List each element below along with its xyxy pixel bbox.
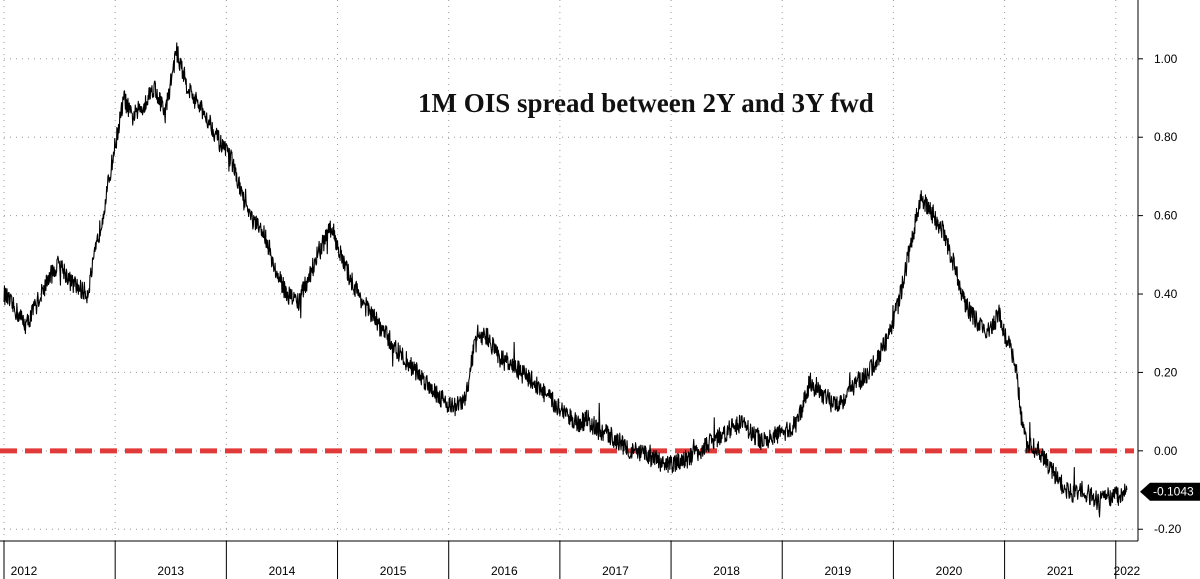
x-tick-label: 2017 [602,564,629,578]
y-tick-label: 0.60 [1154,209,1178,223]
x-tick-label: 2013 [157,564,184,578]
x-tick-label: 2020 [936,564,963,578]
y-tick-label: 1.00 [1154,52,1178,66]
chart-title: 1M OIS spread between 2Y and 3Y fwd [418,88,874,118]
last-value-label: -0.1043 [1140,482,1200,501]
x-tick-label: 2012 [11,564,38,578]
x-tick-label: 2018 [713,564,740,578]
y-tick-label: -0.20 [1154,522,1182,536]
x-tick-label: 2016 [491,564,518,578]
grid-layer [3,0,1138,541]
series-line [3,42,1128,518]
x-tick-label: 2021 [1047,564,1074,578]
x-tick-label: 2015 [380,564,407,578]
series-layer [3,42,1128,518]
y-tick-label: 0.20 [1154,365,1178,379]
x-tick-label: 2014 [269,564,296,578]
x-tick-label: 2019 [824,564,851,578]
last-value-text: -0.1043 [1153,485,1194,499]
y-tick-label: 0.00 [1154,444,1178,458]
y-tick-label: 0.80 [1154,130,1178,144]
x-tick-label: 2022 [1114,564,1141,578]
last-value-badge [1140,482,1200,501]
y-tick-label: 0.40 [1154,287,1178,301]
